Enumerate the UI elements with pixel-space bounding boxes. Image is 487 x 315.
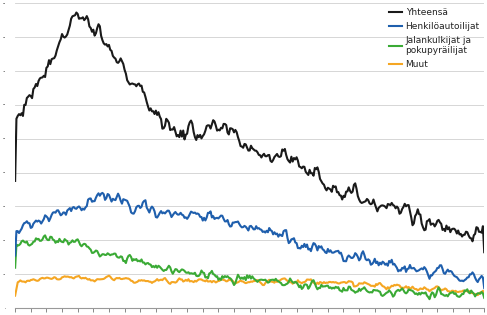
Line: Henkilöautoilijat: Henkilöautoilijat [15,193,484,288]
Henkilöautoilijat [425,273,431,277]
Muut [481,293,487,297]
Muut [25,279,31,283]
Yhteensä [25,95,31,99]
Yhteensä [425,219,431,222]
Muut [106,274,112,278]
Muut [281,277,286,280]
Jalankulkijat ja
pokupyräilijat [42,233,48,237]
Jalankulkijat ja
pokupyräilijat [296,285,302,289]
Jalankulkijat ja
pokupyräilijat [281,283,286,287]
Jalankulkijat ja
pokupyräilijat [307,285,313,289]
Muut [425,288,431,291]
Jalankulkijat ja
pokupyräilijat [12,266,18,270]
Henkilöautoilijat [101,192,107,196]
Henkilöautoilijat [99,191,105,195]
Jalankulkijat ja
pokupyräilijat [481,296,487,300]
Legend: Yhteensä, Henkilöautoilijat, Jalankulkijat ja
pokupyräilijat, Muut: Yhteensä, Henkilöautoilijat, Jalankulkij… [388,6,482,71]
Muut [296,280,302,284]
Yhteensä [74,11,79,14]
Yhteensä [281,149,286,152]
Yhteensä [296,165,302,169]
Muut [99,277,105,281]
Line: Jalankulkijat ja
pokupyräilijat: Jalankulkijat ja pokupyräilijat [15,235,484,299]
Yhteensä [481,250,487,254]
Yhteensä [101,42,107,45]
Henkilöautoilijat [25,221,31,225]
Muut [12,294,18,298]
Line: Yhteensä: Yhteensä [15,13,484,252]
Jalankulkijat ja
pokupyräilijat [25,243,31,247]
Jalankulkijat ja
pokupyräilijat [101,252,107,256]
Henkilöautoilijat [481,286,487,290]
Henkilöautoilijat [12,254,18,257]
Jalankulkijat ja
pokupyräilijat [427,297,432,301]
Yhteensä [307,168,313,172]
Jalankulkijat ja
pokupyräilijat [425,295,431,299]
Henkilöautoilijat [296,246,302,250]
Henkilöautoilijat [307,247,313,251]
Line: Muut: Muut [15,276,484,296]
Muut [307,278,313,282]
Yhteensä [12,179,18,183]
Henkilöautoilijat [281,229,286,233]
